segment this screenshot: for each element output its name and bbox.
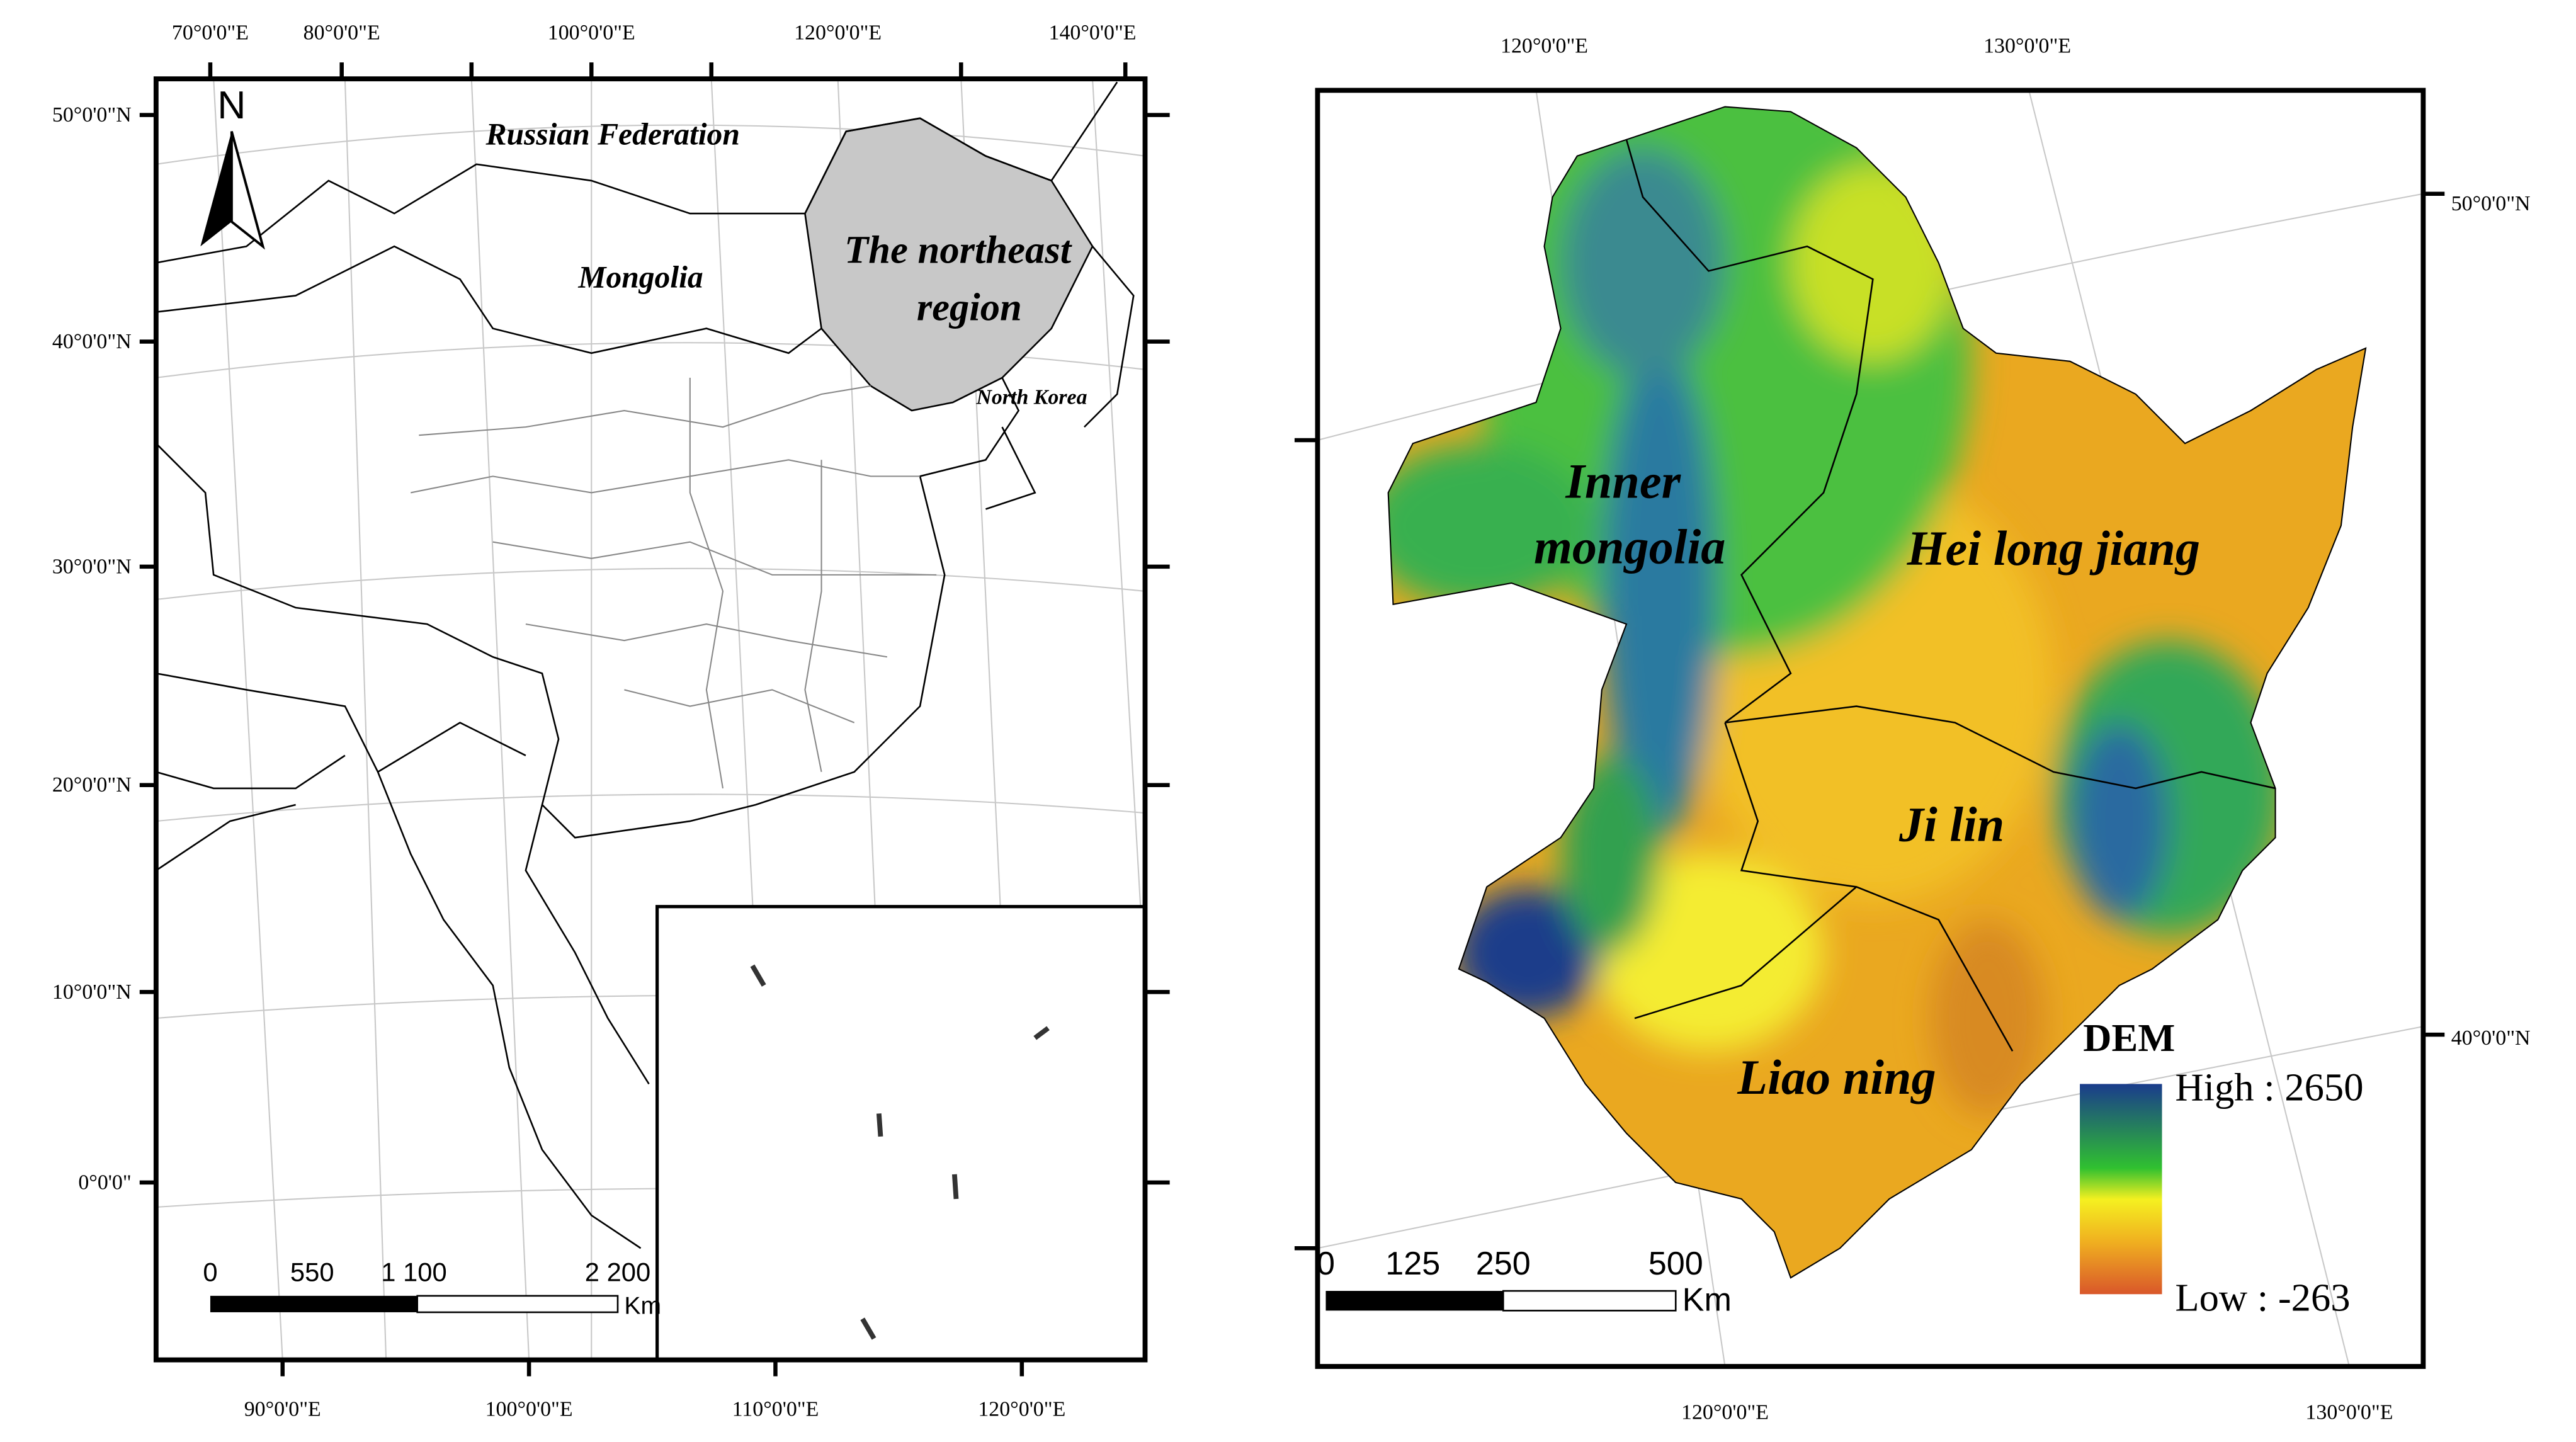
- place-label: The northeast: [844, 227, 1072, 271]
- legend-title: DEM: [2083, 1016, 2175, 1060]
- lon-label: 80°0'0"E: [304, 21, 380, 45]
- province-label: Hei long jiang: [1907, 521, 2200, 576]
- color-ramp: [2080, 1084, 2162, 1295]
- frame: [1315, 88, 2426, 1369]
- lat-label: 40°0'0"N: [52, 330, 132, 353]
- lon-label: 120°0'0"E: [794, 21, 882, 45]
- scale-label: 0: [1317, 1246, 1335, 1282]
- place-label: Russian Federation: [485, 117, 739, 152]
- lon-label: 70°0'0"E: [172, 21, 249, 45]
- lon-label: 130°0'0"E: [2305, 1400, 2393, 1424]
- legend-high: High : 2650: [2175, 1065, 2363, 1110]
- scale-label: 0: [203, 1257, 217, 1286]
- province-label: Liao ning: [1737, 1050, 1936, 1104]
- legend-low: Low : -263: [2175, 1275, 2350, 1319]
- frame: [153, 76, 1148, 1363]
- scale-unit: Km: [624, 1293, 661, 1320]
- scale-label: 550: [290, 1257, 334, 1286]
- scale-unit: Km: [1682, 1281, 1732, 1318]
- lat-label: 50°0'0"N: [52, 103, 132, 127]
- dem-surface: [1388, 106, 2366, 1278]
- lat-label: 30°0'0"N: [52, 555, 132, 578]
- province-label: mongolia: [1534, 519, 1725, 574]
- place-label: Mongolia: [577, 259, 703, 294]
- province-label: Inner: [1565, 453, 1681, 508]
- scale-label: 1 100: [381, 1257, 446, 1286]
- scale-label: 125: [1385, 1246, 1440, 1282]
- lon-label: 100°0'0"E: [485, 1397, 573, 1421]
- scale-label: 2 200: [585, 1257, 650, 1286]
- province-label: Ji lin: [1898, 797, 2004, 851]
- scale-bar: 0 125 250 500 Km: [1317, 1246, 1732, 1318]
- place-label: North Korea: [975, 386, 1087, 409]
- scale-label: 250: [1476, 1246, 1531, 1282]
- lon-label: 140°0'0"E: [1049, 21, 1137, 45]
- overview-map: 70°0'0"E 80°0'0"E 100°0'0"E 120°0'0"E 14…: [52, 21, 1170, 1421]
- place-label: region: [917, 285, 1022, 329]
- lon-label: 100°0'0"E: [548, 21, 635, 45]
- lat-label: 50°0'0"N: [2451, 192, 2531, 215]
- lon-label: 130°0'0"E: [1983, 34, 2071, 57]
- north-label: N: [217, 83, 246, 127]
- lon-label: 110°0'0"E: [732, 1397, 819, 1421]
- lat-label: 10°0'0"N: [52, 980, 132, 1004]
- lon-label: 90°0'0"E: [244, 1397, 321, 1421]
- overview-map-body: [156, 79, 1145, 1360]
- scale-label: 500: [1648, 1246, 1703, 1282]
- legend: DEM High : 2650 Low : -263: [2080, 1016, 2364, 1319]
- lon-label: 120°0'0"E: [1681, 1400, 1769, 1424]
- dem-map: 120°0'0"E 130°0'0"E 120°0'0"E 130°0'0"E …: [1294, 34, 2531, 1424]
- lon-label: 120°0'0"E: [1501, 34, 1588, 57]
- lat-label: 0°0'0": [78, 1171, 131, 1194]
- scale-bar: 0 550 1 100 2 200 Km: [203, 1257, 661, 1319]
- inset-box: [655, 905, 1145, 1360]
- lat-label: 40°0'0"N: [2451, 1026, 2531, 1050]
- north-arrow: [200, 131, 232, 247]
- lon-label: 120°0'0"E: [978, 1397, 1065, 1421]
- lat-label: 20°0'0"N: [52, 773, 132, 797]
